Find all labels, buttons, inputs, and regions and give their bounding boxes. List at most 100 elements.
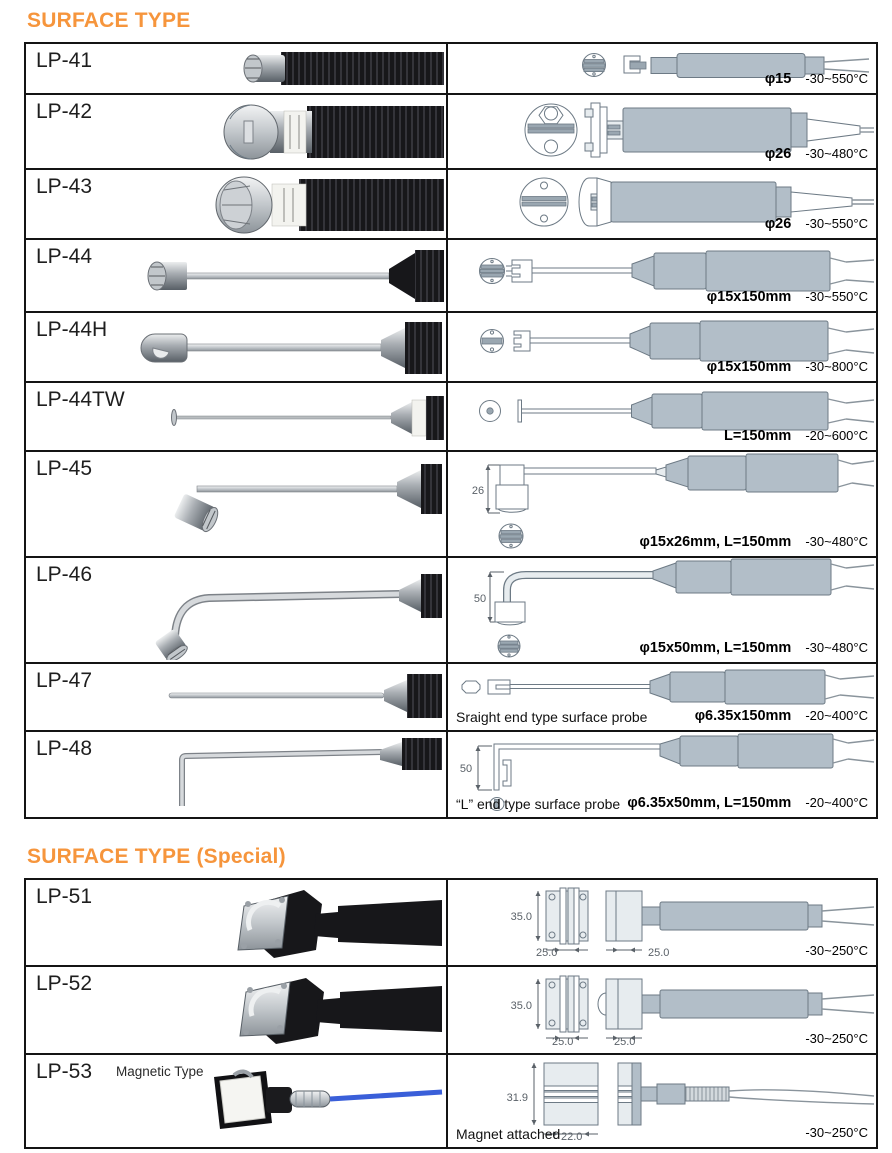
spec-line: φ6.35x50mm, L=150mm -20~400°C (627, 794, 868, 812)
model-label: LP-41 (36, 49, 93, 72)
model-label: LP-44H (36, 318, 108, 341)
lp43-photo (215, 176, 444, 234)
spec-temp-range: -20~400°C (805, 708, 868, 723)
spec-temp-range: -30~480°C (805, 534, 868, 549)
drawing-caption: Magnet attached (456, 1126, 561, 1142)
table-row-lp45: LP-45 26 (26, 452, 876, 558)
lp42-photo (223, 104, 444, 160)
table-row-lp44tw: LP-44TW (26, 383, 876, 452)
spec-temp-range: -20~400°C (805, 795, 868, 810)
spec-line: φ26 -30~550°C (765, 215, 868, 233)
lp46-drawing: 50 (474, 558, 875, 658)
lp43-drawing-cell: φ26 -30~550°C (448, 170, 876, 238)
drawing-caption: Sraight end type surface probe (456, 709, 648, 725)
model-label: LP-44TW (36, 388, 125, 411)
spec-temp-range: -30~550°C (805, 71, 868, 86)
surface-type-special-table: LP-51 35.0 25.0 (24, 878, 878, 1149)
spec-temp-range: -30~550°C (805, 289, 868, 304)
lp45-photo-cell: LP-45 (26, 452, 448, 556)
lp44-drawing-cell: φ15x150mm -30~550°C (448, 240, 876, 311)
table-row-lp47: LP-47 Sraight end typ (26, 664, 876, 732)
lp51-photo-cell: LP-51 (26, 880, 448, 965)
spec-line: φ15x26mm, L=150mm -30~480°C (639, 533, 868, 551)
spec-dimension: φ15x150mm (706, 359, 792, 375)
dim-label-50: 50 (460, 763, 472, 775)
table-row-lp53: LP-53 Magnetic Type 31.9 (26, 1055, 876, 1147)
surface-type-table: LP-41 (24, 42, 878, 819)
spec-line: φ15x50mm, L=150mm -30~480°C (639, 639, 868, 657)
spec-temp-range: -30~250°C (805, 1031, 868, 1046)
lp53-photo (214, 1069, 443, 1129)
dim-label-50: 50 (474, 593, 486, 605)
lp41-photo (243, 52, 444, 85)
table-row-lp52: LP-52 35.0 25.0 (26, 967, 876, 1055)
table-row-lp44: LP-44 (26, 240, 876, 313)
spec-dimension: L=150mm (724, 428, 792, 444)
lp44h-photo-cell: LP-44H (26, 313, 448, 381)
lp51-photo (237, 890, 442, 958)
table-row-lp42: LP-42 (26, 95, 876, 170)
dim-label-height: 31.9 (507, 1092, 528, 1104)
lp43-drawing (519, 177, 874, 227)
model-label: LP-52 (36, 972, 93, 995)
lp47-drawing (461, 669, 875, 705)
drawing-caption: “L” end type surface probe (456, 796, 621, 812)
spec-line: φ26 -30~480°C (765, 145, 868, 163)
lp51-drawing: 35.0 25.0 25.0 (511, 887, 875, 959)
table-row-lp41: LP-41 (26, 44, 876, 95)
lp53-drawing-cell: 31.9 22.0 Magnet at (448, 1055, 876, 1147)
lp53-drawing: 31.9 22.0 (507, 1062, 875, 1143)
spec-dimension: φ15x50mm, L=150mm (639, 640, 792, 656)
dim-label-width2: 25.0 (648, 947, 669, 959)
lp44tw-photo (171, 396, 444, 440)
lp52-drawing: 35.0 25.0 25.0 (511, 975, 875, 1048)
lp46-photo-cell: LP-46 (26, 558, 448, 662)
lp48-drawing-cell: 50 “L” end type surface probe φ (448, 732, 876, 817)
lp43-photo-cell: LP-43 (26, 170, 448, 238)
section-title-surface-type: SURFACE TYPE (27, 9, 191, 32)
model-label: LP-53 (36, 1060, 93, 1083)
spec-line: φ15x150mm -30~800°C (707, 358, 868, 376)
spec-temp-range: -30~550°C (805, 216, 868, 231)
spec-temp-range: -30~800°C (805, 359, 868, 374)
lp41-drawing-cell: φ15 -30~550°C (448, 44, 876, 93)
spec-temp-range: -30~250°C (805, 943, 868, 958)
spec-line: -30~250°C (805, 1030, 868, 1048)
model-label: LP-44 (36, 245, 93, 268)
lp44tw-photo-cell: LP-44TW (26, 383, 448, 450)
spec-temp-range: -30~480°C (805, 146, 868, 161)
table-row-lp48: LP-48 50 (26, 732, 876, 817)
lp51-drawing-cell: 35.0 25.0 25.0 (448, 880, 876, 965)
lp52-drawing-cell: 35.0 25.0 25.0 (448, 967, 876, 1053)
lp48-drawing: 50 (460, 733, 875, 811)
lp48-photo (179, 738, 442, 806)
lp46-drawing-cell: 50 φ15x (448, 558, 876, 662)
table-row-lp43: LP-43 (26, 170, 876, 240)
lp48-photo-cell: LP-48 (26, 732, 448, 817)
dim-label-width1: 25.0 (536, 947, 557, 959)
spec-dimension: φ6.35x150mm (694, 708, 792, 724)
lp44h-photo (140, 322, 442, 374)
model-label: LP-47 (36, 669, 93, 692)
lp42-photo-cell: LP-42 (26, 95, 448, 168)
spec-line: L=150mm -20~600°C (724, 427, 868, 445)
dim-label-26: 26 (472, 485, 484, 497)
table-row-lp44h: LP-44H (26, 313, 876, 383)
model-label: LP-43 (36, 175, 93, 198)
spec-dimension: φ15x26mm, L=150mm (639, 534, 792, 550)
model-label: LP-51 (36, 885, 93, 908)
spec-dimension: φ15x150mm (706, 289, 792, 305)
model-sub-label: Magnetic Type (116, 1064, 204, 1079)
lp52-photo (239, 978, 442, 1044)
spec-temp-range: -30~250°C (805, 1125, 868, 1140)
lp45-drawing-cell: 26 (448, 452, 876, 556)
lp44tw-drawing (479, 391, 875, 431)
lp47-photo (168, 674, 442, 718)
lp45-photo (174, 464, 442, 533)
lp44tw-drawing-cell: L=150mm -20~600°C (448, 383, 876, 450)
spec-line: -30~250°C (805, 942, 868, 960)
model-label: LP-45 (36, 457, 93, 480)
lp47-drawing-cell: Sraight end type surface probe φ6.35x150… (448, 664, 876, 730)
dim-label-height: 35.0 (511, 911, 532, 923)
